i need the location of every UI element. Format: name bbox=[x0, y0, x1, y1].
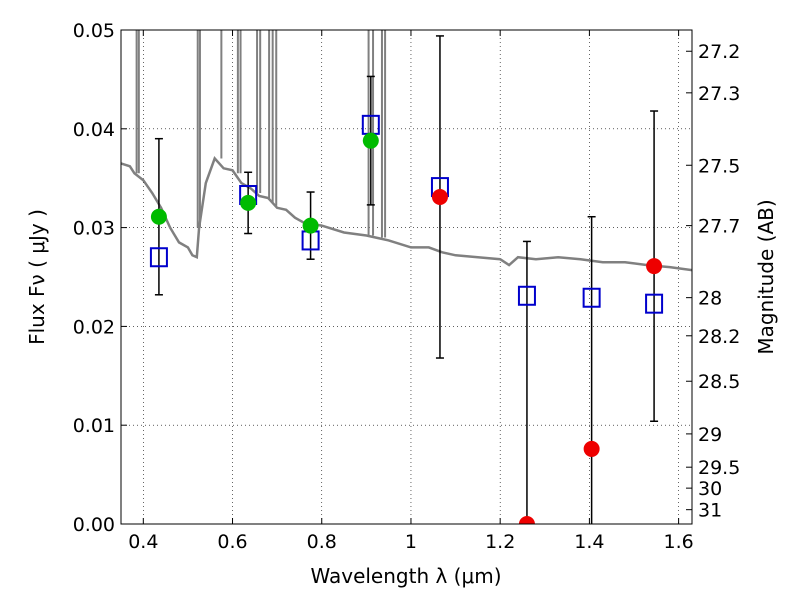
model-flux-square bbox=[517, 285, 536, 306]
y-right-tick-label: 27.2 bbox=[698, 41, 740, 63]
y-right-tick-label: 30 bbox=[698, 478, 722, 500]
model-spectrum-line bbox=[121, 156, 692, 272]
x-tick-label: 1.6 bbox=[664, 531, 694, 553]
model-flux-square bbox=[645, 293, 664, 314]
observed-flux-point bbox=[583, 440, 600, 457]
marker-layer bbox=[149, 114, 664, 524]
observed-flux-point bbox=[646, 258, 663, 275]
observed-flux-point bbox=[518, 516, 535, 524]
y-right-tick-label: 27.7 bbox=[698, 216, 740, 238]
observed-flux-point bbox=[431, 188, 448, 205]
observed-flux-point bbox=[302, 217, 319, 234]
model-flux-square bbox=[582, 287, 601, 308]
y-right-tick-label: 27.5 bbox=[698, 155, 740, 177]
y-right-tick-label: 29 bbox=[698, 424, 722, 446]
y-tick-label: 0.02 bbox=[73, 316, 115, 338]
model-flux-square bbox=[149, 247, 168, 268]
y-tick-label: 0.04 bbox=[73, 119, 115, 141]
model-spectrum-layer bbox=[121, 30, 692, 272]
x-tick-label: 1 bbox=[405, 531, 417, 553]
x-tick-label: 0.8 bbox=[307, 531, 337, 553]
y-right-tick-label: 28 bbox=[698, 288, 722, 310]
y-tick-label: 0.01 bbox=[73, 415, 115, 437]
x-tick-label: 0.6 bbox=[217, 531, 247, 553]
x-tick-label: 1.2 bbox=[485, 531, 515, 553]
y-right-tick-label: 28.5 bbox=[698, 371, 740, 393]
observed-flux-point bbox=[240, 194, 257, 211]
x-tick-label: 0.4 bbox=[128, 531, 158, 553]
y-right-tick-label: 31 bbox=[698, 500, 722, 522]
y-tick-label: 0.05 bbox=[73, 20, 115, 42]
observed-flux-point bbox=[362, 132, 379, 149]
observed-flux-point bbox=[150, 208, 167, 225]
x-axis-label: Wavelength λ (μm) bbox=[310, 564, 501, 588]
y-axis-right-label: Magnitude (AB) bbox=[754, 199, 778, 354]
y-tick-label: 0.00 bbox=[73, 514, 115, 536]
plot-frame bbox=[120, 29, 693, 525]
y-right-tick-label: 27.3 bbox=[698, 83, 740, 105]
y-axis-label: Flux Fν ( μJy ) bbox=[25, 209, 49, 345]
tick-layer: 0.4 0.6 0.8 1 1.2 1.4 1.6 0.00 0.01 0.02 0.03 0.04 0… bbox=[73, 20, 741, 553]
x-tick-label: 1.4 bbox=[574, 531, 604, 553]
y-right-tick-label: 29.5 bbox=[698, 457, 740, 479]
y-right-tick-label: 28.2 bbox=[698, 326, 740, 348]
y-tick-label: 0.03 bbox=[73, 218, 115, 240]
